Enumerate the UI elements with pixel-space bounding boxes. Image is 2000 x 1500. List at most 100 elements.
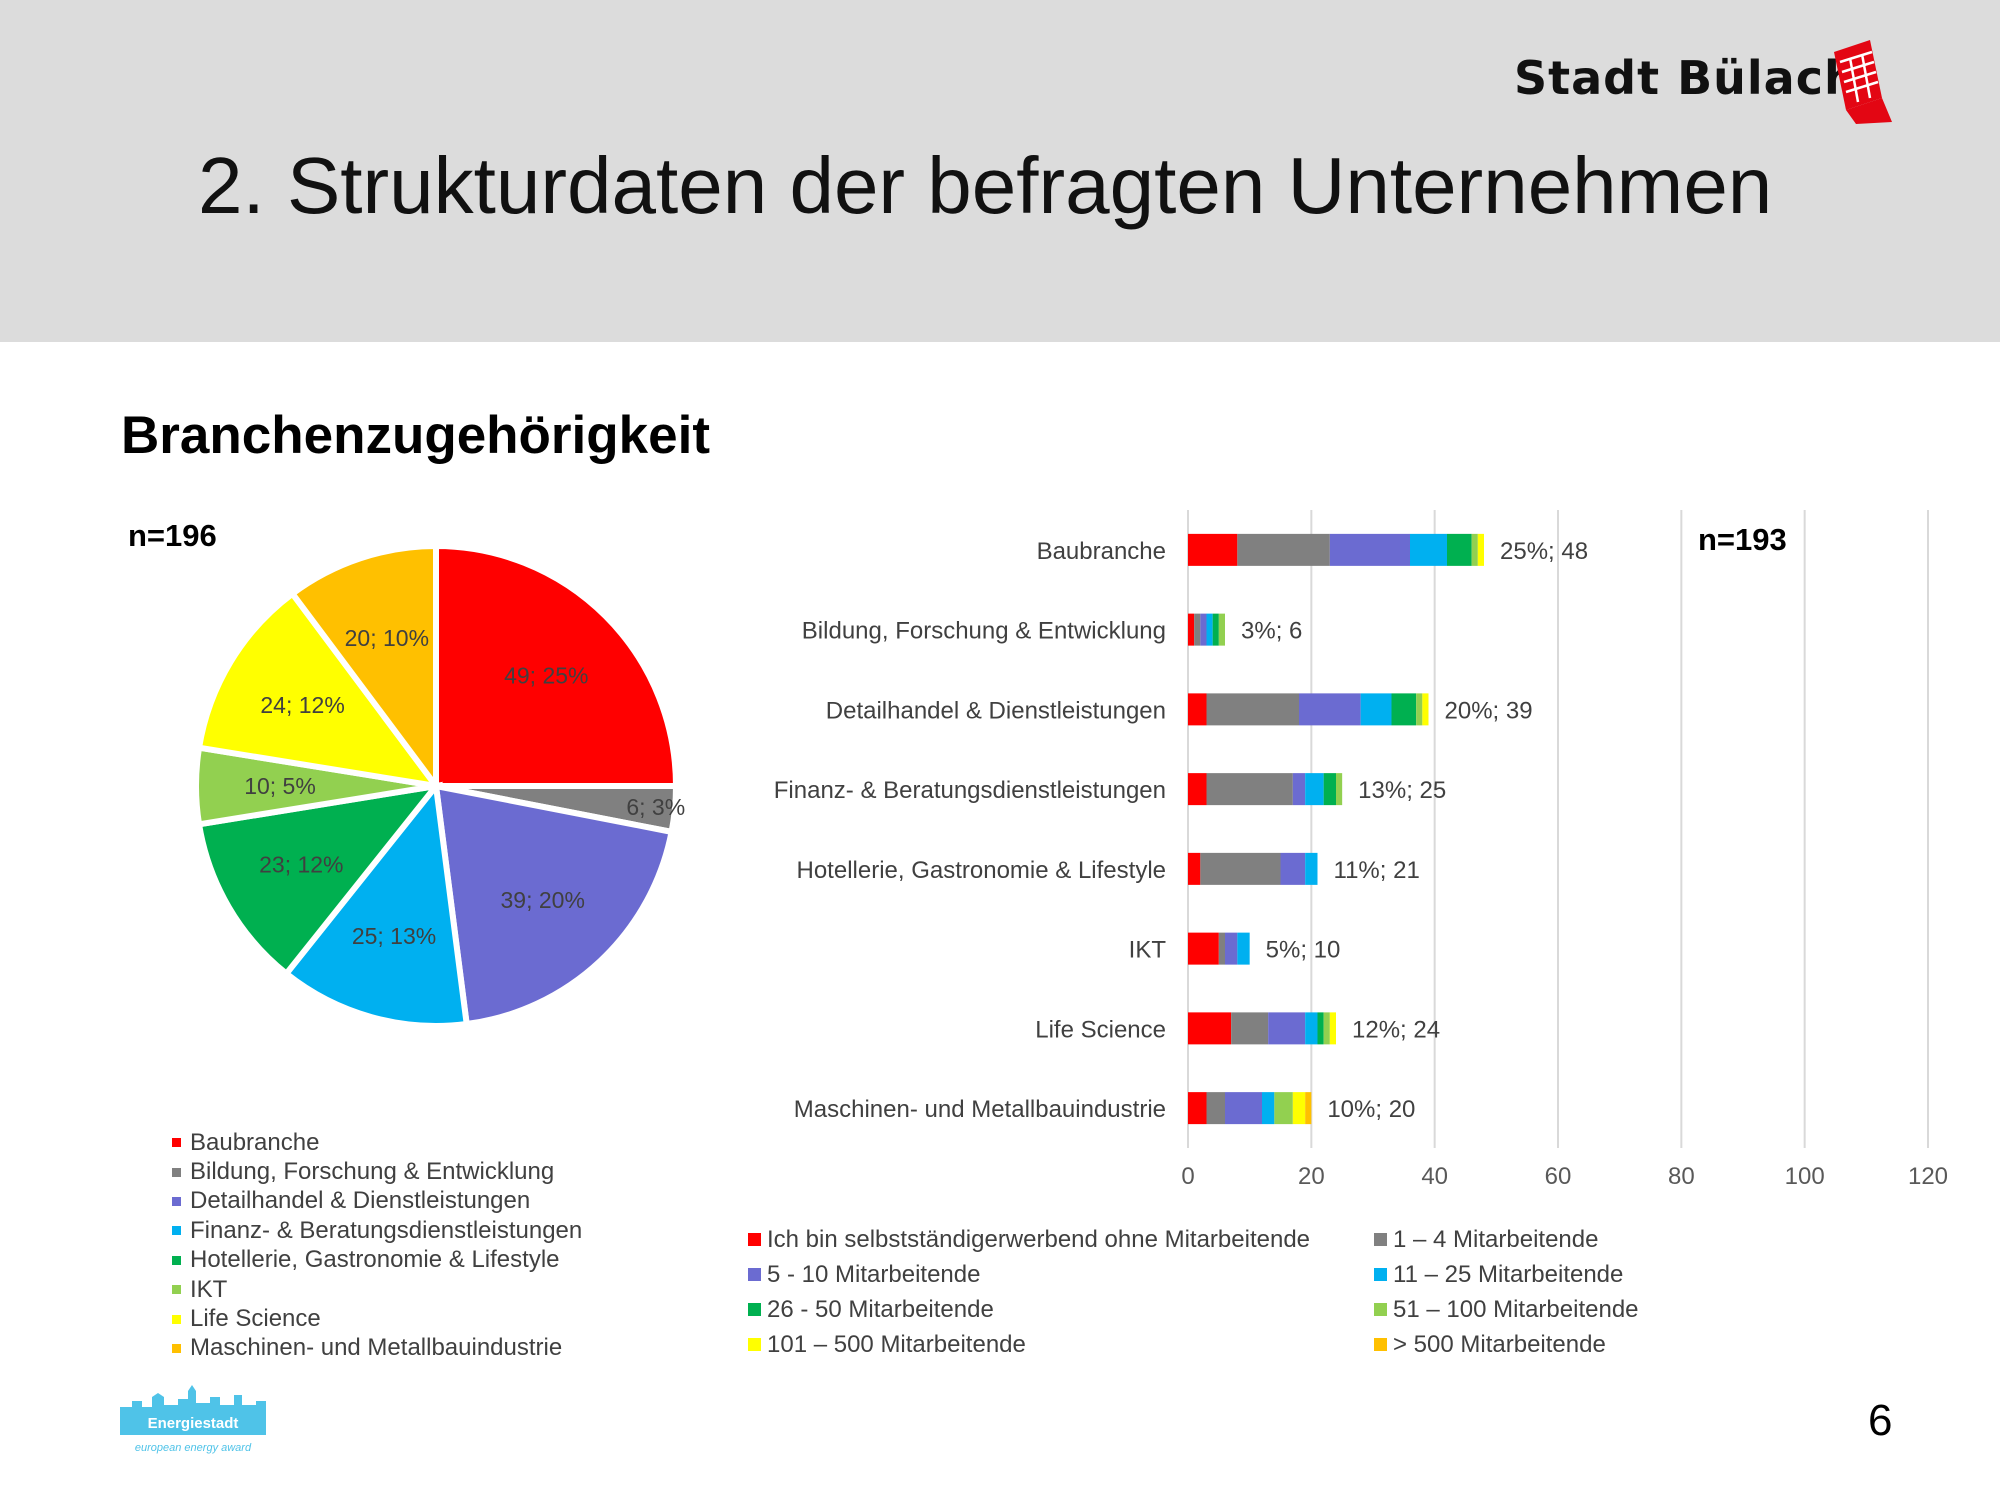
bar-segment <box>1292 1092 1306 1125</box>
svg-text:Energiestadt: Energiestadt <box>148 1415 239 1432</box>
bar-segment <box>1188 1012 1232 1045</box>
bar-segment <box>1231 1012 1269 1045</box>
page-number: 6 <box>1868 1396 1893 1445</box>
pie-slice <box>433 542 680 789</box>
y-category-label: Finanz- & Beratungsdienstleistungen <box>774 777 1166 804</box>
bar-segment <box>1360 693 1392 726</box>
bar-data-label: 5%; 10 <box>1266 937 1341 964</box>
pie-slice <box>288 542 439 796</box>
legend-label: Hotellerie, Gastronomie & Lifestyle <box>190 1246 560 1274</box>
legend-label: Baubranche <box>190 1128 320 1156</box>
bar-segment <box>1422 693 1429 726</box>
bar-segment <box>1391 693 1417 726</box>
bar-segment <box>1299 693 1361 726</box>
bar-segment <box>1477 533 1484 566</box>
pie-data-label: 24; 12% <box>260 692 344 718</box>
bar-segment <box>1200 852 1281 885</box>
bar-legend-item: 51 – 100 Mitarbeitende <box>1374 1296 1674 1323</box>
legend-label: IKT <box>190 1275 228 1303</box>
bar-segment <box>1237 533 1330 566</box>
bar-segment <box>1329 533 1410 566</box>
bar-data-label: 10%; 20 <box>1327 1096 1415 1123</box>
bar-segment <box>1206 1092 1225 1125</box>
bar-segment <box>1188 693 1207 726</box>
bar-segment <box>1225 1092 1262 1125</box>
bar-segment <box>1305 852 1318 885</box>
bar-segment <box>1188 533 1238 566</box>
pie-slice <box>195 781 444 978</box>
bar-legend-item: 101 – 500 Mitarbeitende <box>748 1331 1374 1358</box>
bar-segment <box>1212 613 1219 646</box>
pie-legend-item: Detailhandel & Dienstleistungen <box>172 1187 582 1216</box>
legend-label: Finanz- & Beratungsdienstleistungen <box>190 1216 583 1244</box>
bar-segment <box>1188 613 1195 646</box>
page-title: 2. Strukturdaten der befragten Unternehm… <box>198 141 1773 230</box>
legend-swatch <box>748 1303 761 1316</box>
pie-data-label: 25; 13% <box>352 923 436 949</box>
svg-text:european energy award: european energy award <box>135 1442 252 1454</box>
y-category-label: Hotellerie, Gastronomie & Lifestyle <box>797 857 1167 884</box>
y-category-label: Baubranche <box>1037 538 1166 565</box>
x-tick-label: 20 <box>1298 1163 1325 1190</box>
legend-swatch <box>172 1255 181 1265</box>
legend-swatch <box>172 1196 181 1206</box>
bar-segment <box>1329 1012 1336 1045</box>
pie-sample-size: n=196 <box>128 518 217 553</box>
y-category-label: IKT <box>1129 937 1167 964</box>
pie-legend: Baubranche Bildung, Forschung & Entwicklu… <box>172 1128 582 1363</box>
legend-swatch <box>748 1233 761 1246</box>
bar-segment <box>1206 773 1293 806</box>
bar-segment <box>1206 613 1213 646</box>
pie-data-label: 6; 3% <box>626 794 685 820</box>
pie-legend-item: Baubranche <box>172 1128 582 1157</box>
bar-segment <box>1305 1012 1318 1045</box>
bar-legend: Ich bin selbstständigerwerbend ohne Mita… <box>748 1226 1674 1358</box>
legend-label: 101 – 500 Mitarbeitende <box>767 1330 1026 1358</box>
legend-swatch <box>172 1138 181 1148</box>
bar-segment <box>1200 613 1207 646</box>
bar-legend-item: > 500 Mitarbeitende <box>1374 1331 1674 1358</box>
y-category-label: Maschinen- und Metallbauindustrie <box>794 1096 1166 1123</box>
pie-legend-item: Bildung, Forschung & Entwicklung <box>172 1157 582 1186</box>
pie-data-label: 49; 25% <box>504 663 588 689</box>
x-tick-label: 120 <box>1908 1163 1948 1190</box>
bar-data-label: 13%; 25 <box>1358 777 1446 804</box>
pie-legend-item: IKT <box>172 1275 582 1304</box>
bar-legend-item: 1 – 4 Mitarbeitende <box>1374 1226 1674 1253</box>
bar-segment <box>1323 773 1336 806</box>
bar-legend-item: Ich bin selbstständigerwerbend ohne Mita… <box>748 1226 1374 1253</box>
bar-segment <box>1280 852 1306 885</box>
pie-legend-item: Hotellerie, Gastronomie & Lifestyle <box>172 1246 582 1275</box>
bar-segment <box>1268 1012 1306 1045</box>
pie-data-label: 20; 10% <box>345 625 429 651</box>
legend-label: Bildung, Forschung & Entwicklung <box>190 1158 555 1186</box>
legend-swatch <box>1374 1233 1387 1246</box>
legend-swatch <box>748 1338 761 1351</box>
pie-slice <box>282 778 471 1029</box>
bar-segment <box>1447 533 1472 566</box>
bar-data-label: 25%; 48 <box>1500 538 1588 565</box>
x-tick-label: 60 <box>1545 1163 1572 1190</box>
bar-sample-size: n=193 <box>1698 522 1787 557</box>
pie-legend-item: Maschinen- und Metallbauindustrie <box>172 1334 582 1363</box>
x-tick-label: 40 <box>1421 1163 1448 1190</box>
y-category-label: Bildung, Forschung & Entwicklung <box>802 618 1166 645</box>
legend-label: Ich bin selbstständigerwerbend ohne Mita… <box>767 1225 1311 1253</box>
bar-segment <box>1317 1012 1324 1045</box>
bar-segment <box>1305 773 1324 806</box>
legend-swatch <box>172 1226 181 1236</box>
legend-label: 11 – 25 Mitarbeitende <box>1393 1260 1624 1288</box>
pie-legend-item: Life Science <box>172 1304 582 1333</box>
pie-data-label: 39; 20% <box>501 887 585 913</box>
bar-segment <box>1305 1092 1312 1125</box>
legend-label: Detailhandel & Dienstleistungen <box>190 1187 531 1215</box>
y-category-label: Life Science <box>1035 1016 1166 1043</box>
brand-name: Stadt Bülach <box>1514 51 1858 105</box>
legend-swatch <box>172 1314 181 1324</box>
bar-legend-item: 11 – 25 Mitarbeitende <box>1374 1261 1674 1288</box>
pie-slice <box>432 782 676 1028</box>
bar-segment <box>1471 533 1478 566</box>
bar-segment <box>1262 1092 1275 1125</box>
legend-label: 26 - 50 Mitarbeitende <box>767 1295 994 1323</box>
